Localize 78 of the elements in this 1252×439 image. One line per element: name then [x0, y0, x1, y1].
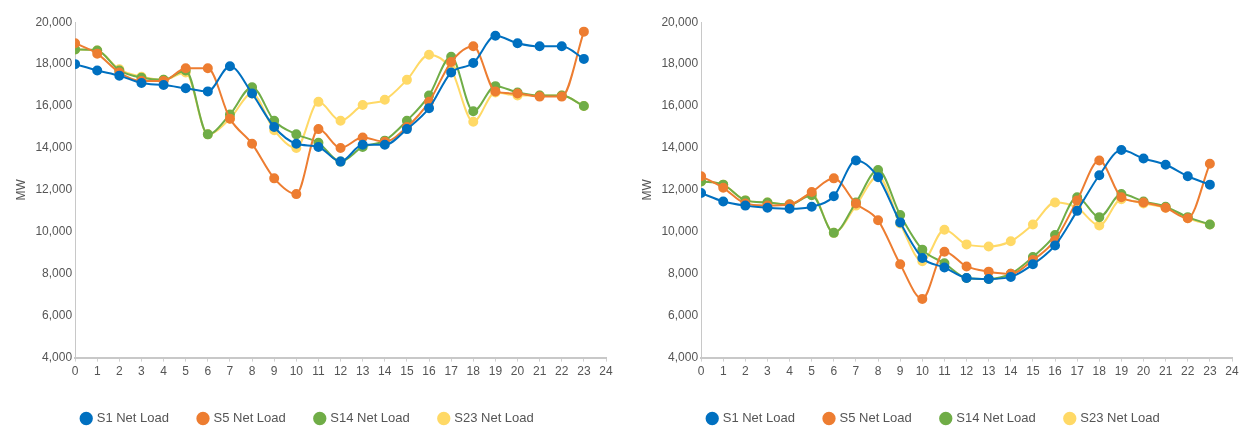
y-tick-label: 10,000	[661, 224, 699, 239]
x-tick-label: 2	[742, 364, 749, 379]
x-tick-label: 11	[938, 364, 951, 379]
x-tick-label: 5	[808, 364, 816, 379]
x-tick-label: 8	[248, 364, 256, 379]
y-tick-label: 6,000	[42, 307, 73, 322]
x-tick-label: 22	[1181, 364, 1195, 379]
x-tick-label: 6	[830, 364, 838, 379]
x-tick-label: 4	[786, 364, 794, 379]
y-tick-label: 8,000	[42, 266, 73, 281]
x-tick-label: 14	[1004, 364, 1018, 379]
x-tick-label: 15	[400, 364, 414, 379]
x-tick-label: 5	[182, 364, 190, 379]
y-tick-label: 20,000	[35, 14, 73, 29]
x-tick-label: 13	[355, 364, 370, 379]
x-tick-label: 3	[764, 364, 772, 379]
x-tick-label: 17	[1070, 364, 1085, 379]
x-tick-label: 21	[532, 364, 547, 379]
x-tick-label: 24	[599, 364, 613, 379]
x-tick-label: 8	[874, 364, 882, 379]
x-tick-label: 0	[71, 364, 79, 379]
x-tick-label: 11	[312, 364, 325, 379]
y-tick-label: 12,000	[661, 182, 699, 197]
x-tick-label: 10	[289, 364, 304, 379]
x-tick-label: 7	[852, 364, 860, 379]
y-tick-label: 8,000	[668, 266, 699, 281]
y-tick-label: 20,000	[661, 14, 699, 29]
x-tick-label: 21	[1158, 364, 1173, 379]
y-tick-label: 14,000	[35, 140, 73, 155]
y-tick-label: 16,000	[661, 98, 699, 113]
x-tick-label: 12	[333, 364, 348, 379]
legend-label: S14 Net Load	[956, 410, 1036, 426]
legend-label: S5 Net Load	[839, 410, 912, 426]
x-tick-label: 13	[981, 364, 996, 379]
y-tick-label: 12,000	[35, 182, 73, 197]
y-tick-label: 10,000	[35, 224, 73, 239]
x-tick-label: 19	[488, 364, 503, 379]
x-tick-label: 0	[697, 364, 705, 379]
x-tick-label: 20	[510, 364, 525, 379]
x-tick-label: 16	[1048, 364, 1063, 379]
x-tick-label: 18	[1092, 364, 1107, 379]
x-tick-label: 23	[1203, 364, 1217, 379]
x-tick-label: 15	[1026, 364, 1040, 379]
x-tick-label: 22	[555, 364, 569, 379]
x-tick-label: 23	[577, 364, 591, 379]
x-tick-label: 24	[1225, 364, 1239, 379]
y-axis-title: MW	[13, 178, 28, 201]
legend-label: S5 Net Load	[213, 410, 286, 426]
x-tick-label: 1	[719, 364, 727, 379]
y-axis-title: MW	[639, 178, 654, 201]
x-tick-label: 7	[226, 364, 234, 379]
y-tick-label: 4,000	[42, 349, 73, 364]
x-tick-label: 16	[422, 364, 437, 379]
x-tick-label: 6	[204, 364, 212, 379]
x-tick-label: 18	[466, 364, 481, 379]
y-tick-label: 4,000	[668, 349, 699, 364]
y-tick-label: 18,000	[35, 56, 73, 71]
x-tick-label: 9	[896, 364, 904, 379]
x-tick-label: 2	[116, 364, 123, 379]
legend-label: S1 Net Load	[96, 410, 169, 426]
x-tick-label: 9	[270, 364, 278, 379]
x-tick-label: 12	[959, 364, 974, 379]
y-tick-label: 16,000	[35, 98, 73, 113]
x-tick-label: 20	[1136, 364, 1151, 379]
legend-label: S14 Net Load	[330, 410, 410, 426]
x-tick-label: 4	[160, 364, 168, 379]
legend-label: S23 Net Load	[454, 410, 534, 426]
x-tick-label: 19	[1114, 364, 1129, 379]
x-tick-label: 17	[444, 364, 459, 379]
y-tick-label: 6,000	[668, 307, 699, 322]
x-tick-label: 10	[915, 364, 930, 379]
legend-label: S1 Net Load	[722, 410, 795, 426]
x-tick-label: 1	[93, 364, 101, 379]
y-tick-label: 18,000	[661, 56, 699, 71]
legend-label: S23 Net Load	[1080, 410, 1160, 426]
x-tick-label: 3	[138, 364, 146, 379]
x-tick-label: 14	[378, 364, 392, 379]
y-tick-label: 14,000	[661, 140, 699, 155]
